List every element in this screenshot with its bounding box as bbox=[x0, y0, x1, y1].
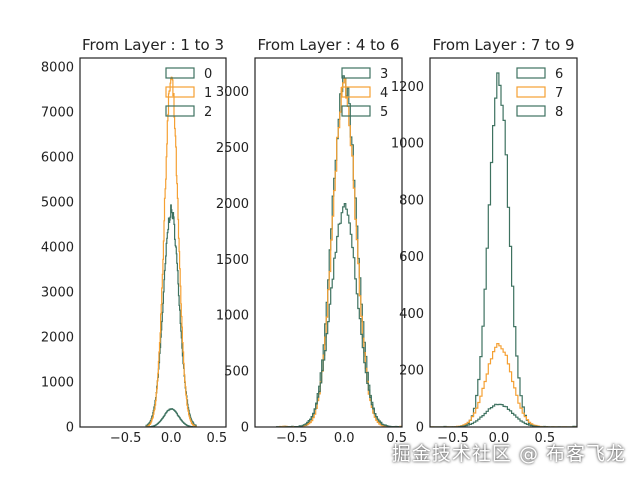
histogram-series-5 bbox=[276, 203, 402, 427]
y-tick-label: 0 bbox=[241, 421, 249, 436]
legend-swatch-6 bbox=[516, 67, 546, 79]
legend-swatch-0 bbox=[165, 67, 195, 79]
y-tick-label: 1000 bbox=[41, 376, 74, 391]
y-tick-label: 1000 bbox=[216, 309, 249, 324]
y-tick-label: 2500 bbox=[216, 141, 249, 156]
y-tick-label: 6000 bbox=[41, 151, 74, 166]
y-tick-label: 3000 bbox=[216, 85, 249, 100]
y-tick-label: 8000 bbox=[41, 61, 74, 76]
y-tick-label: 500 bbox=[224, 365, 249, 380]
axes-frame bbox=[429, 57, 578, 428]
legend-swatch-7 bbox=[516, 86, 546, 98]
x-tick-label: 0.5 bbox=[535, 431, 556, 446]
histogram-series-1 bbox=[146, 76, 197, 427]
watermark-text: 掘金技术社区 @ 布客飞龙 bbox=[391, 443, 626, 465]
legend-label-1: 1 bbox=[204, 86, 212, 101]
legend-label-4: 4 bbox=[380, 86, 388, 101]
axes-frame bbox=[79, 57, 227, 428]
x-tick-label: 0.0 bbox=[489, 431, 510, 446]
y-tick-label: 400 bbox=[399, 307, 424, 322]
x-tick-label: −0.5 bbox=[110, 431, 142, 446]
x-tick-label: 0.5 bbox=[386, 431, 407, 446]
histogram-series-8 bbox=[430, 403, 577, 427]
subplot-3: From Layer : 7 to 9 0 200 400 600 800 1000 1200… bbox=[391, 36, 578, 446]
subplot-title: From Layer : 7 to 9 bbox=[432, 36, 574, 54]
histogram-series-4 bbox=[276, 77, 402, 427]
legend-label-5: 5 bbox=[380, 105, 388, 120]
legend-swatch-2 bbox=[165, 105, 195, 117]
x-tick-label: −0.5 bbox=[437, 431, 469, 446]
x-tick-label: 0.0 bbox=[334, 431, 355, 446]
legend-swatch-5 bbox=[341, 105, 371, 117]
y-tick-label: 1000 bbox=[391, 137, 424, 152]
y-tick-label: 200 bbox=[399, 364, 424, 379]
legend-label-3: 3 bbox=[380, 67, 388, 82]
histogram-series-0 bbox=[145, 204, 197, 427]
legend-swatch-8 bbox=[516, 105, 546, 117]
y-tick-label: 2000 bbox=[41, 331, 74, 346]
legend-swatch-4 bbox=[341, 86, 371, 98]
histogram-group bbox=[276, 75, 402, 427]
legend-label-0: 0 bbox=[204, 67, 212, 82]
subplot-2: From Layer : 4 to 6 0 500 1000 1500 2000 2500 3… bbox=[216, 36, 407, 446]
legend-label-7: 7 bbox=[555, 86, 563, 101]
y-tick-label: 0 bbox=[416, 421, 424, 436]
y-tick-label: 1200 bbox=[391, 80, 424, 95]
legend-swatch-1 bbox=[165, 86, 195, 98]
histogram-series-3 bbox=[276, 75, 402, 427]
histogram-group bbox=[430, 72, 577, 427]
x-tick-label: −0.5 bbox=[276, 431, 308, 446]
legend-label-8: 8 bbox=[555, 105, 563, 120]
legend-label-6: 6 bbox=[555, 67, 563, 82]
y-tick-label: 2000 bbox=[216, 197, 249, 212]
y-tick-label: 7000 bbox=[41, 106, 74, 121]
y-tick-label: 3000 bbox=[41, 286, 74, 301]
y-tick-label: 4000 bbox=[41, 241, 74, 256]
subplot-title: From Layer : 4 to 6 bbox=[257, 36, 399, 54]
x-tick-label: 0.5 bbox=[207, 431, 228, 446]
histogram-series-7 bbox=[430, 343, 577, 427]
y-tick-label: 1500 bbox=[216, 253, 249, 268]
legend-swatch-3 bbox=[341, 67, 371, 79]
histogram-group bbox=[145, 76, 197, 427]
y-tick-label: 800 bbox=[399, 193, 424, 208]
y-tick-label: 5000 bbox=[41, 196, 74, 211]
x-tick-label: 0.0 bbox=[161, 431, 182, 446]
y-tick-label: 600 bbox=[399, 250, 424, 265]
axes-frame bbox=[254, 57, 403, 428]
subplot-title: From Layer : 1 to 3 bbox=[82, 36, 224, 54]
histogram-series-6 bbox=[430, 72, 577, 427]
histogram-series-2 bbox=[146, 408, 197, 427]
subplot-1: From Layer : 1 to 3 0 1000 2000 3000 4000 5000… bbox=[41, 36, 227, 446]
y-tick-label: 0 bbox=[66, 421, 74, 436]
legend-label-2: 2 bbox=[204, 105, 212, 120]
